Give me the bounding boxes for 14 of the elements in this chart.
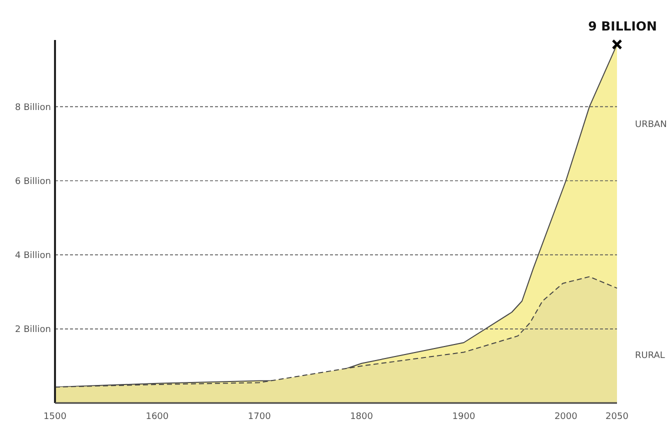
x-tick-label: 2050 (606, 412, 629, 422)
series-label: RURAL (635, 351, 665, 361)
series-label: URBAN (635, 120, 667, 130)
y-tick-label: 8 Billion (15, 102, 51, 113)
annotation: 9 BILLION (588, 18, 657, 34)
x-tick-label: 1900 (452, 412, 476, 422)
x-tick-label: 2000 (554, 412, 578, 422)
x-tick-label: 1700 (248, 412, 272, 422)
x-tick-label: 1500 (44, 412, 67, 422)
y-tick-label: 6 Billion (15, 176, 51, 187)
y-tick-label: 4 Billion (15, 250, 51, 261)
y-tick-label: 2 Billion (15, 325, 51, 336)
x-tick-label: 1800 (350, 412, 374, 422)
x-tick-label: 1600 (146, 412, 169, 422)
